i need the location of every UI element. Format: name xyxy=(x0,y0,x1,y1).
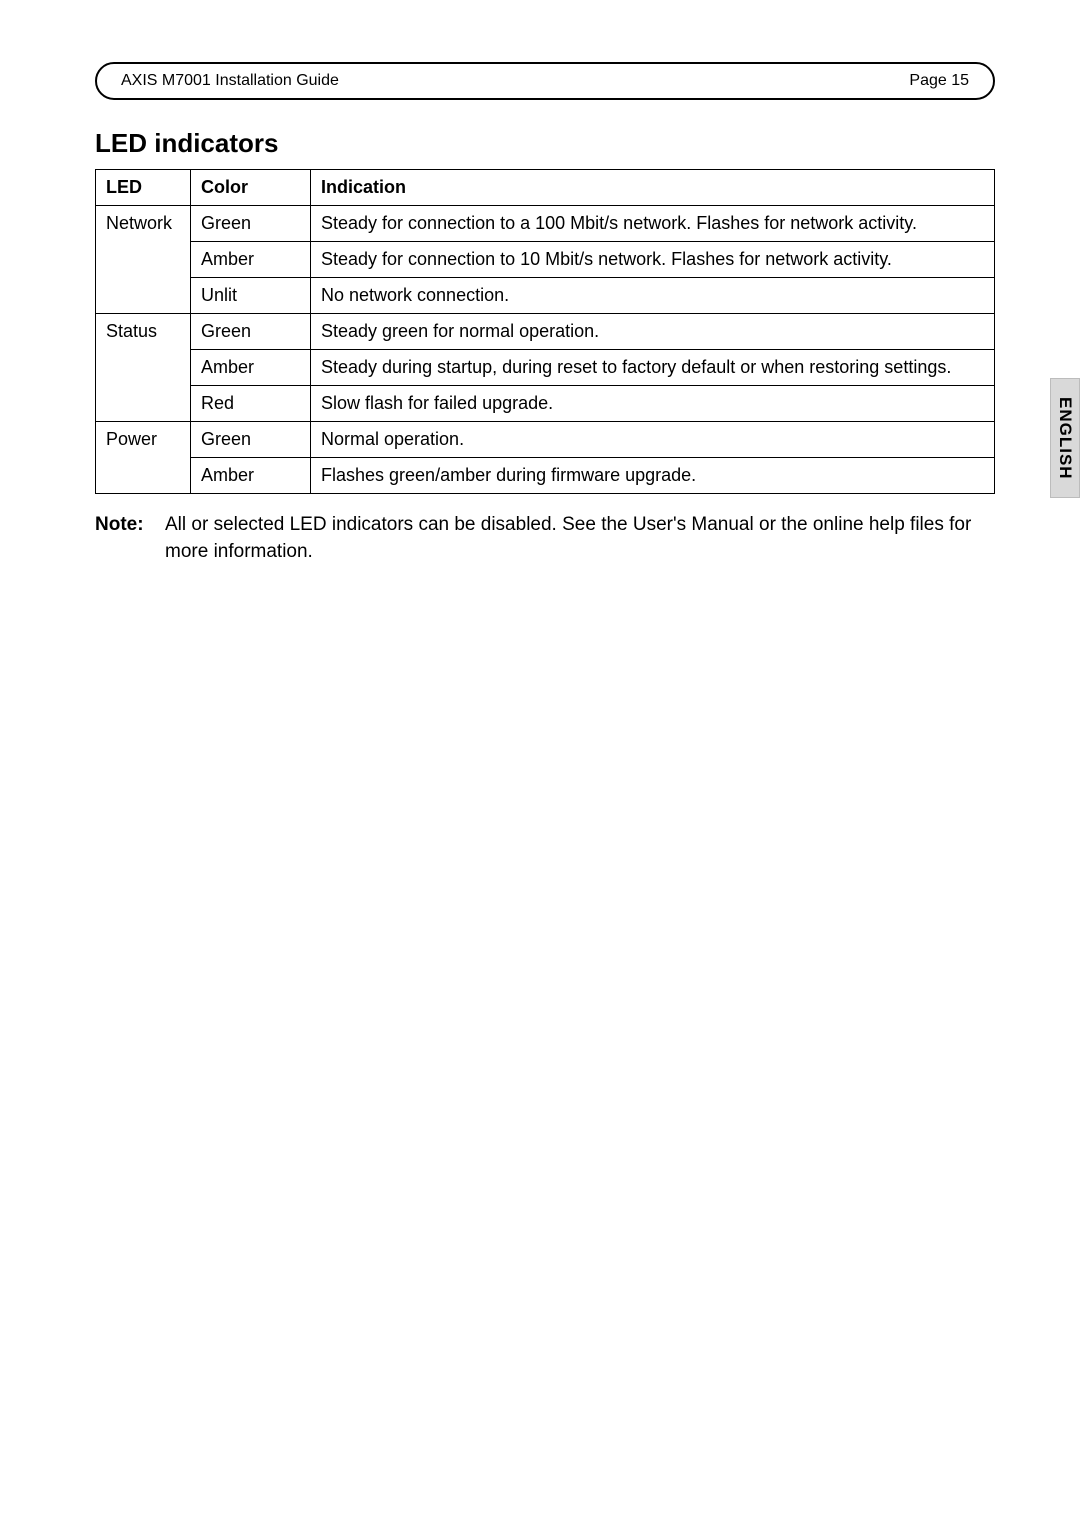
table-row: Red Slow flash for failed upgrade. xyxy=(96,386,995,422)
cell-led: Power xyxy=(96,422,191,494)
cell-indication: Steady during startup, during reset to f… xyxy=(311,350,995,386)
cell-color: Green xyxy=(191,422,311,458)
language-tab: ENGLISH xyxy=(1050,378,1080,498)
cell-indication: Steady for connection to 10 Mbit/s netwo… xyxy=(311,242,995,278)
table-row: Amber Steady during startup, during rese… xyxy=(96,350,995,386)
cell-color: Green xyxy=(191,206,311,242)
col-header-led: LED xyxy=(96,170,191,206)
cell-indication: Normal operation. xyxy=(311,422,995,458)
cell-indication: Steady for connection to a 100 Mbit/s ne… xyxy=(311,206,995,242)
table-row: Status Green Steady green for normal ope… xyxy=(96,314,995,350)
cell-color: Amber xyxy=(191,458,311,494)
cell-led: Status xyxy=(96,314,191,422)
led-indicators-table: LED Color Indication Network Green Stead… xyxy=(95,169,995,494)
header-page-number: Page 15 xyxy=(909,72,969,90)
page-container: AXIS M7001 Installation Guide Page 15 LE… xyxy=(0,0,1080,565)
cell-indication: No network connection. xyxy=(311,278,995,314)
col-header-color: Color xyxy=(191,170,311,206)
table-row: Power Green Normal operation. xyxy=(96,422,995,458)
header-title: AXIS M7001 Installation Guide xyxy=(121,72,339,90)
cell-led: Network xyxy=(96,206,191,314)
cell-indication: Steady green for normal operation. xyxy=(311,314,995,350)
note-label: Note: xyxy=(95,512,151,565)
cell-color: Green xyxy=(191,314,311,350)
table-header-row: LED Color Indication xyxy=(96,170,995,206)
table-row: Amber Steady for connection to 10 Mbit/s… xyxy=(96,242,995,278)
language-tab-label: ENGLISH xyxy=(1055,397,1075,480)
cell-color: Unlit xyxy=(191,278,311,314)
cell-indication: Flashes green/amber during firmware upgr… xyxy=(311,458,995,494)
cell-indication: Slow flash for failed upgrade. xyxy=(311,386,995,422)
section-heading: LED indicators xyxy=(95,128,995,159)
page-header: AXIS M7001 Installation Guide Page 15 xyxy=(95,62,995,100)
col-header-indication: Indication xyxy=(311,170,995,206)
cell-color: Amber xyxy=(191,242,311,278)
note: Note: All or selected LED indicators can… xyxy=(95,512,995,565)
note-text: All or selected LED indicators can be di… xyxy=(165,512,995,565)
table-row: Amber Flashes green/amber during firmwar… xyxy=(96,458,995,494)
table-row: Unlit No network connection. xyxy=(96,278,995,314)
cell-color: Red xyxy=(191,386,311,422)
cell-color: Amber xyxy=(191,350,311,386)
table-row: Network Green Steady for connection to a… xyxy=(96,206,995,242)
